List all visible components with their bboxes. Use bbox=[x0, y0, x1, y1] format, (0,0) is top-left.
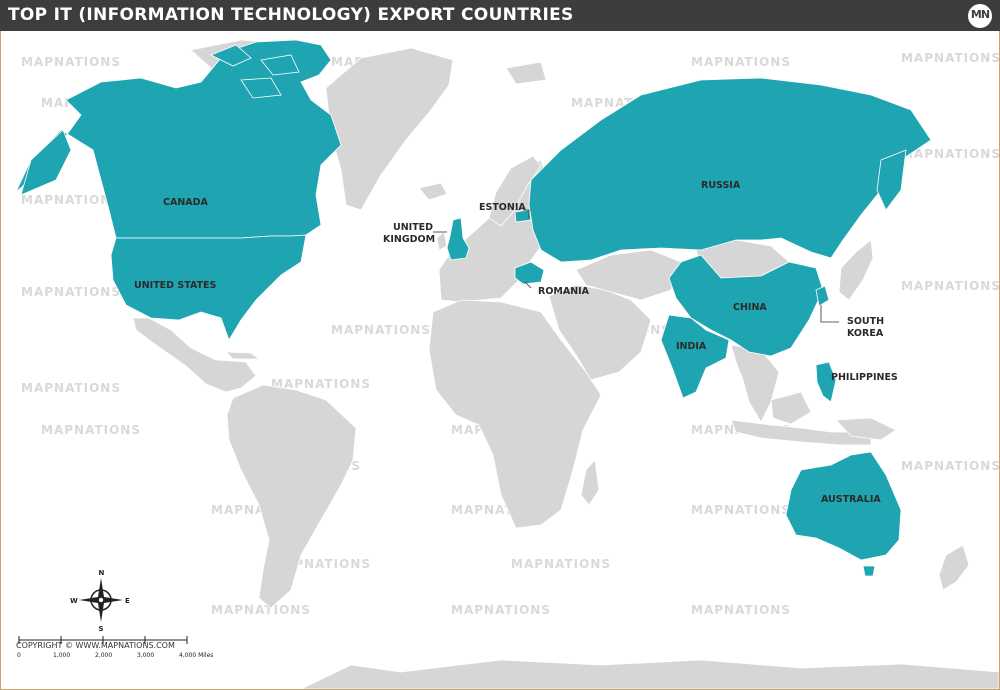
south-korea-shape bbox=[815, 285, 830, 307]
indonesia bbox=[730, 419, 872, 446]
watermark: MAPNATIONS bbox=[41, 423, 141, 437]
label-russia: RUSSIA bbox=[701, 180, 741, 191]
middle-east bbox=[548, 284, 652, 381]
logo-text: MN bbox=[970, 8, 990, 21]
south-korea-leader bbox=[820, 305, 839, 323]
watermark: MAPNATIONS bbox=[21, 381, 121, 395]
africa bbox=[428, 299, 602, 529]
watermark: MAPNATIONS bbox=[691, 55, 791, 69]
scale-label-1000: 1,000 bbox=[53, 652, 70, 659]
label-estonia: ESTONIA bbox=[479, 202, 526, 213]
label-leader-lines bbox=[433, 209, 839, 323]
label-australia: AUSTRALIA bbox=[821, 494, 881, 505]
mexico-central-america bbox=[132, 317, 257, 393]
south-america bbox=[226, 384, 357, 609]
kamchatka-shape bbox=[876, 149, 907, 211]
estonia-leader bbox=[523, 209, 530, 218]
watermark: MAPNATIONS bbox=[451, 603, 551, 617]
madagascar bbox=[580, 459, 600, 506]
label-united-states: UNITED STATES bbox=[134, 280, 217, 291]
compass-north: N bbox=[99, 569, 105, 577]
compass-east: E bbox=[125, 597, 130, 605]
cuba bbox=[224, 351, 261, 360]
watermark: MAPNATIONS bbox=[691, 503, 791, 517]
watermark: MAPNATIONS bbox=[331, 323, 431, 337]
compass-rose: N S E W bbox=[70, 569, 130, 633]
united-kingdom-shape bbox=[446, 217, 470, 261]
borneo bbox=[770, 391, 812, 425]
new-guinea bbox=[835, 417, 897, 441]
copyright-notice: COPYRIGHT © WWW.MAPNATIONS.COM bbox=[16, 641, 175, 650]
romania-shape bbox=[514, 261, 545, 285]
map-title: TOP IT (INFORMATION TECHNOLOGY) EXPORT C… bbox=[8, 5, 574, 25]
world-map: MAPNATIONS MAPNATIONS MAPNATIONS MAPNATI… bbox=[15, 39, 999, 689]
ireland bbox=[436, 231, 448, 251]
scandinavia bbox=[488, 155, 542, 227]
compass-center bbox=[98, 597, 104, 603]
china-shape bbox=[668, 254, 824, 357]
philippines-shape bbox=[815, 361, 837, 403]
mapnations-logo: MN bbox=[968, 4, 992, 28]
map-frame: MAPNATIONS MAPNATIONS MAPNATIONS MAPNATI… bbox=[0, 31, 1000, 690]
label-south-korea-line1: SOUTH bbox=[847, 316, 884, 327]
label-philippines: PHILIPPINES bbox=[831, 372, 898, 383]
japan bbox=[838, 239, 874, 301]
scale-label-3000: 3,000 bbox=[137, 652, 154, 659]
romania-leader bbox=[524, 281, 532, 289]
label-india: INDIA bbox=[676, 341, 707, 352]
watermark: MAPNATIONS bbox=[901, 147, 999, 161]
australia-shape bbox=[785, 451, 902, 561]
watermark: MAPNATIONS bbox=[21, 55, 121, 69]
compass-south: S bbox=[99, 625, 104, 633]
label-south-korea-line2: KOREA bbox=[847, 328, 884, 339]
label-china: CHINA bbox=[733, 302, 767, 313]
antarctica bbox=[300, 659, 999, 689]
watermark: MAPNATIONS bbox=[21, 193, 121, 207]
watermark: MAPNATIONS bbox=[21, 285, 121, 299]
watermark: MAPNATIONS bbox=[901, 459, 999, 473]
iceland bbox=[418, 182, 448, 201]
watermark: MAPNATIONS bbox=[901, 279, 999, 293]
label-united-kingdom-line2: KINGDOM bbox=[383, 234, 435, 245]
label-canada: CANADA bbox=[163, 197, 209, 208]
scale-label-0: 0 bbox=[17, 652, 21, 659]
label-united-kingdom-line1: UNITED bbox=[393, 222, 433, 233]
title-bar: TOP IT (INFORMATION TECHNOLOGY) EXPORT C… bbox=[0, 0, 1000, 31]
scale-label-4000: 4,000 Miles bbox=[179, 652, 213, 659]
watermark: MAPNATIONS bbox=[901, 51, 999, 65]
watermark: MAPNATIONS bbox=[511, 557, 611, 571]
tasmania-shape bbox=[862, 565, 876, 577]
greenland bbox=[325, 47, 454, 211]
watermark: MAPNATIONS bbox=[271, 377, 371, 391]
watermark: MAPNATIONS bbox=[211, 603, 311, 617]
southeast-asia bbox=[730, 344, 780, 423]
scale-bar: 0 1,000 2,000 3,000 4,000 Miles bbox=[17, 636, 213, 659]
russia-shape bbox=[528, 77, 932, 263]
country-labels: CANADA UNITED STATES UNITED KINGDOM ESTO… bbox=[134, 180, 898, 505]
new-zealand bbox=[938, 544, 970, 591]
scale-label-2000: 2,000 bbox=[95, 652, 112, 659]
label-romania: ROMANIA bbox=[538, 286, 590, 297]
highlighted-countries bbox=[15, 39, 932, 577]
central-asia bbox=[575, 249, 682, 301]
svalbard bbox=[505, 61, 547, 85]
united-states-shape bbox=[110, 234, 307, 341]
alaska-shape bbox=[20, 129, 72, 196]
compass-west: W bbox=[70, 597, 78, 605]
watermark: MAPNATIONS bbox=[691, 603, 791, 617]
india-shape bbox=[660, 314, 730, 399]
canada-islands bbox=[210, 44, 300, 99]
